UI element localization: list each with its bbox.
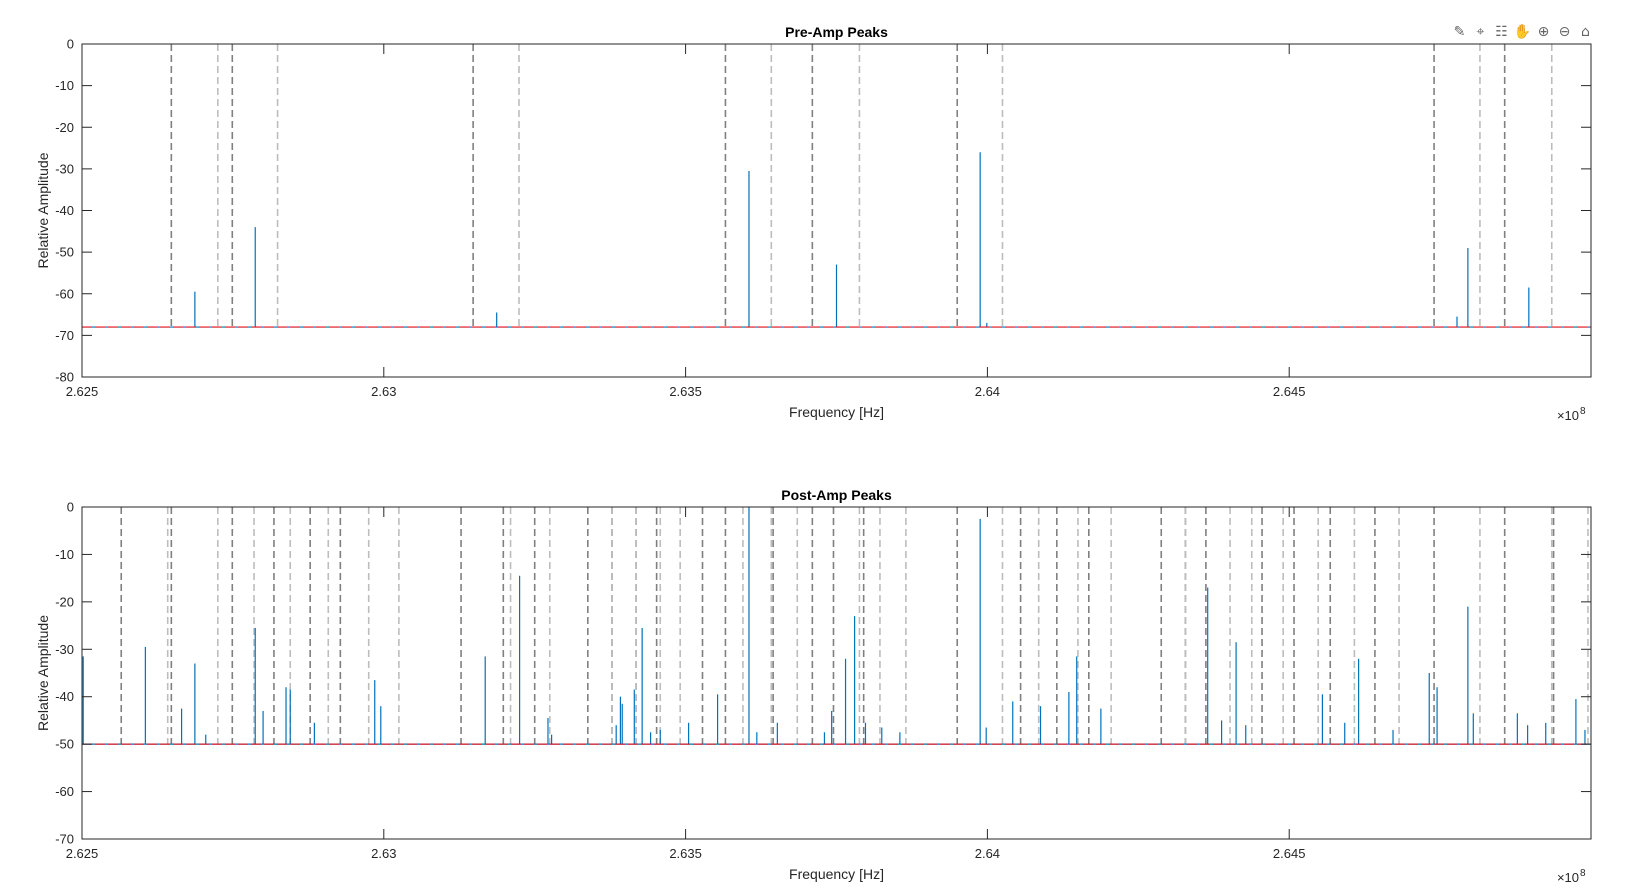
x-exponent-label: ×10 xyxy=(1557,870,1579,885)
chart-title: Pre-Amp Peaks xyxy=(785,24,888,40)
pan-icon[interactable]: ✋ xyxy=(1513,23,1532,40)
x-axis-label: Frequency [Hz] xyxy=(789,866,884,882)
chart-title: Post-Amp Peaks xyxy=(781,487,892,503)
post-amp-axes: 2.625 2.63 2.635 2.64 2.645 0 -10 -20 -30 -40 -50 -… xyxy=(35,487,1592,885)
y-axis-label: Relative Amplitude xyxy=(35,152,51,268)
x-axis-label: Frequency [Hz] xyxy=(789,404,884,420)
zoom-in-icon[interactable]: ⊕ xyxy=(1537,23,1550,40)
x-exponent-power: 8 xyxy=(1580,406,1586,417)
home-icon[interactable]: ⌂ xyxy=(1581,23,1590,40)
y-tick-label: -10 xyxy=(55,78,74,93)
legend-icon[interactable]: ☷ xyxy=(1495,23,1508,40)
x-tick-label: 2.635 xyxy=(669,384,702,399)
x-tick-label: 2.625 xyxy=(66,384,99,399)
x-exponent-label: ×10 xyxy=(1557,408,1579,423)
y-tick-label: 0 xyxy=(67,500,74,515)
x-tick-label: 2.64 xyxy=(975,846,1000,861)
y-tick-label: -80 xyxy=(55,370,74,385)
x-tick-label: 2.63 xyxy=(371,846,396,861)
y-tick-label: -20 xyxy=(55,120,74,135)
x-tick-label: 2.635 xyxy=(669,846,702,861)
y-tick-label: -70 xyxy=(55,328,74,343)
x-tick-label: 2.625 xyxy=(66,846,99,861)
y-tick-label: 0 xyxy=(67,37,74,52)
y-tick-label: -70 xyxy=(55,832,74,847)
x-tick-label: 2.645 xyxy=(1273,846,1306,861)
y-tick-label: -30 xyxy=(55,161,74,176)
x-tick-label: 2.64 xyxy=(975,384,1000,399)
y-tick-label: -10 xyxy=(55,547,74,562)
y-tick-label: -50 xyxy=(55,245,74,260)
axes-toolbar: ✎ ⌖ ☷ ✋ ⊕ ⊖ ⌂ xyxy=(1450,22,1595,41)
y-tick-label: -60 xyxy=(55,286,74,301)
y-tick-label: -50 xyxy=(55,737,74,752)
x-exponent-power: 8 xyxy=(1580,868,1586,879)
y-tick-label: -30 xyxy=(55,642,74,657)
x-tick-label: 2.645 xyxy=(1273,384,1306,399)
x-tick-label: 2.63 xyxy=(371,384,396,399)
axes-box xyxy=(81,506,1592,840)
zoom-out-icon[interactable]: ⊖ xyxy=(1558,23,1571,40)
plot-area xyxy=(82,507,1591,839)
pre-amp-axes: 2.625 2.63 2.635 2.64 2.645 0 -10 -20 -30 -40 -50 -… xyxy=(35,24,1592,423)
y-axis-label: Relative Amplitude xyxy=(35,615,51,731)
brush-icon[interactable]: ✎ xyxy=(1453,23,1466,40)
y-tick-label: -40 xyxy=(55,689,74,704)
y-tick-label: -20 xyxy=(55,594,74,609)
y-tick-label: -60 xyxy=(55,784,74,799)
datatip-icon[interactable]: ⌖ xyxy=(1476,23,1485,40)
y-tick-label: -40 xyxy=(55,203,74,218)
